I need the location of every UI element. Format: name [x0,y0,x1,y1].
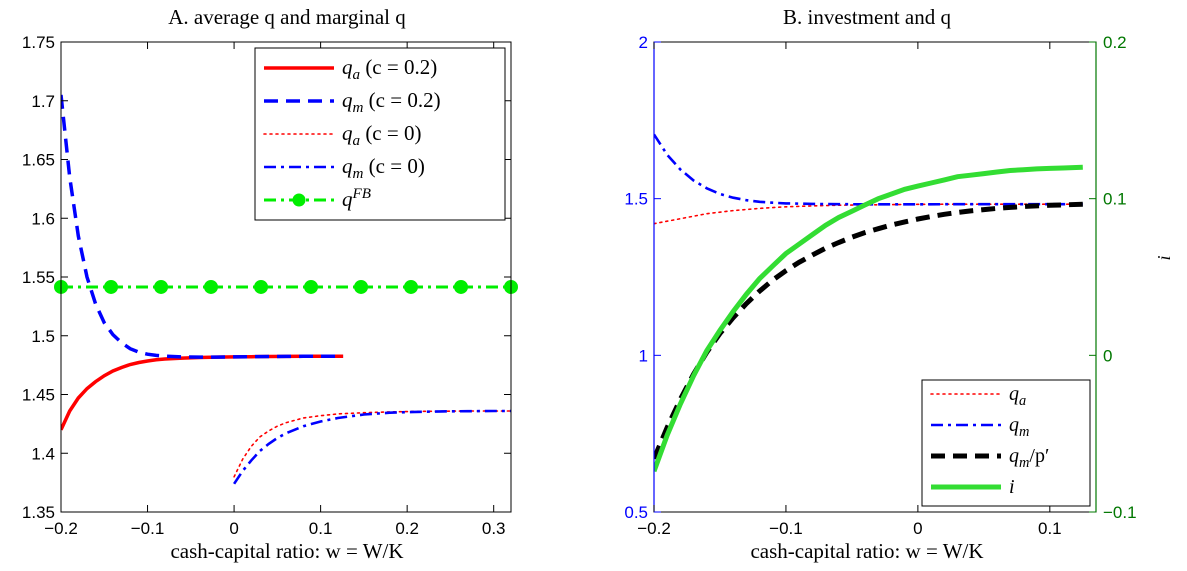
panel-b-series-2-line [654,201,1083,460]
panel-a-x-tick-label: 0 [229,519,238,538]
panel-b-x-tick-label: 0 [913,519,922,538]
panel-a-qfb-marker [304,279,319,294]
panel-b-series-0-line [654,203,1084,225]
panel-a-x-tick-label: 0.1 [309,519,333,538]
panel-a-qfb-marker [403,279,418,294]
panel-a-legend-marker [292,193,306,207]
panel-b-series-1-line [654,133,1083,206]
panel-a-y-tick-label: 1.5 [31,327,55,346]
panel-b-y2-tick-label: 0 [1103,346,1112,365]
panel-b-axes: −0.2 −0.1 0 0.1 0.5 1 1.5 2 −0.1 0 0.1 0.2 [624,33,1136,538]
panel-a-legend-label: qm (c = 0.2) [342,88,441,116]
panel-b-legend-label: i [1009,476,1015,498]
panel-b-x-tick-label: −0.1 [769,519,803,538]
panel-b-x-tick-label: 0.1 [1038,519,1062,538]
panel-a-series-3-line [233,409,511,485]
panel-a-y-tick-label: 1.35 [22,503,55,522]
panel-a-qfb-marker [203,279,218,294]
panel-a-series-2-line [233,410,511,478]
panel-a-legend-label: qm (c = 0) [342,154,425,182]
panel-a-y-tick-label: 1.45 [22,386,55,405]
panel-a-series-0-line [61,354,344,431]
panel-b-y2-tick-label: −0.1 [1103,503,1137,522]
panel-a-legend-label: qFB [342,186,371,211]
panel-b-y-tick-label: 1 [639,346,648,365]
panel-b-y2-tick-label: 0.2 [1103,33,1127,52]
panel-b-y-tick-label: 1.5 [624,190,648,209]
panel-a-legend-label: qa (c = 0) [342,121,421,149]
panel-a-qfb-marker [104,279,119,294]
panel-a-y-tick-label: 1.75 [22,33,55,52]
panel-a-y-tick-label: 1.6 [31,209,55,228]
panel-a-x-tick-label: 0.2 [395,519,419,538]
panel-a-legend: qa (c = 0.2) qm (c = 0.2) qa (c = 0) qm (c … [254,47,506,221]
panel-b-right-axis-label: i [1154,255,1174,260]
panel-b-legend-label: qm [1009,414,1029,440]
panel-a-series-1-line [61,94,344,359]
panel-a-series [54,94,518,485]
panel-b-legend-label: qm/p′ [1009,445,1049,471]
panel-a-x-axis-label: cash-capital ratio: w = W/K [170,539,403,563]
panel-b-x-axis-label: cash-capital ratio: w = W/K [750,539,983,563]
panel-a-y-tick-label: 1.55 [22,268,55,287]
panel-a-qfb-marker [354,279,369,294]
panel-a-x-tick-label: −0.2 [44,519,78,538]
panel-b-investment-and-q: B. investment and q −0.2 −0.1 0 0.1 0.5 1 1.5 2… [624,5,1174,563]
panel-a-y-tick-label: 1.4 [31,444,55,463]
panel-b-y-tick-label: 0.5 [624,503,648,522]
panel-b-y-tick-label: 2 [639,33,648,52]
panel-b-legend: qa qm qm/p′ i [921,379,1091,507]
panel-a-qfb-marker [154,279,169,294]
panel-a-qfb-marker [453,279,468,294]
panel-b-y2-tick-label: 0.1 [1103,190,1127,209]
panel-a-average-and-marginal-q: A. average q and marginal q −0.2 −0.1 0 0.1… [22,5,518,563]
panel-b-series-3-line [654,164,1083,473]
panel-a-title: A. average q and marginal q [168,5,406,29]
panel-a-legend-label: qa (c = 0.2) [342,55,437,83]
panel-b-series [654,133,1084,473]
panel-a-axes: −0.2 −0.1 0 0.1 0.2 0.3 1.35 1.4 1.45 1.5 1.55 1.6 1… [22,33,512,538]
panel-a-x-tick-label: 0.3 [482,519,506,538]
panel-b-title: B. investment and q [783,5,951,29]
panel-b-x-tick-label: −0.2 [637,519,671,538]
panel-a-x-tick-label: −0.1 [131,519,165,538]
panel-b-legend-label: qa [1009,383,1026,409]
panel-a-qfb-marker [253,279,268,294]
panel-a-y-tick-label: 1.65 [22,151,55,170]
panel-a-y-tick-label: 1.7 [31,92,55,111]
